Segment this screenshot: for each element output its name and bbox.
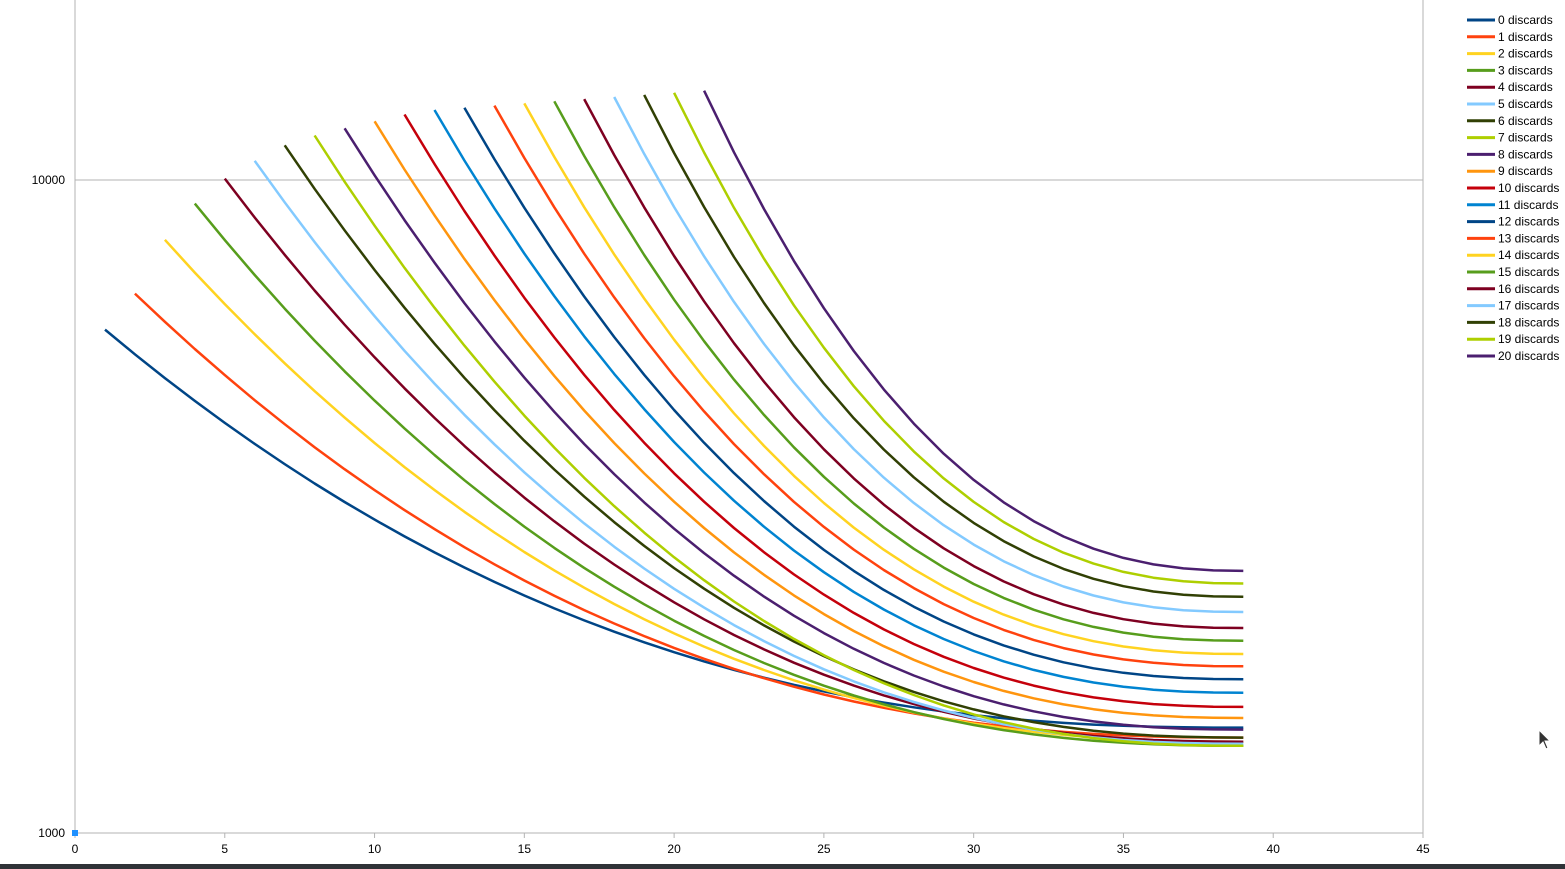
legend-entry: 15 discards [1467, 265, 1559, 279]
bottom-bar [0, 864, 1565, 869]
legend-entry: 10 discards [1467, 181, 1559, 195]
legend-entry: 14 discards [1467, 248, 1559, 262]
legend-label: 11 discards [1498, 198, 1558, 212]
legend-label: 2 discards [1498, 47, 1553, 61]
y-tick-label: 10000 [32, 173, 66, 187]
y-tick-label: 1000 [38, 826, 65, 840]
series-line [193, 202, 1244, 748]
x-tick-label: 25 [817, 842, 831, 856]
legend-entry: 3 discards [1467, 63, 1553, 77]
x-tick-label: 30 [967, 842, 981, 856]
series-line [553, 100, 1244, 642]
legend-entry: 13 discards [1467, 231, 1559, 245]
series-line [463, 107, 1244, 681]
legend-entry: 16 discards [1467, 282, 1559, 296]
mouse-cursor-icon [1538, 729, 1552, 750]
legend-label: 5 discards [1498, 97, 1553, 111]
legend-entry: 9 discards [1467, 164, 1553, 178]
legend-entry: 18 discards [1467, 315, 1559, 329]
x-tick-label: 5 [221, 842, 228, 856]
x-tick-label: 10 [368, 842, 382, 856]
x-tick-label: 45 [1416, 842, 1430, 856]
legend-label: 7 discards [1498, 131, 1553, 145]
legend-entry: 0 discards [1467, 13, 1553, 27]
legend-entry: 6 discards [1467, 114, 1553, 128]
x-tick-label: 20 [667, 842, 681, 856]
legend-entry: 12 discards [1467, 215, 1559, 229]
legend-label: 20 discards [1498, 349, 1559, 363]
legend-entry: 4 discards [1467, 80, 1553, 94]
legend-label: 18 discards [1498, 315, 1559, 329]
legend-entry: 8 discards [1467, 147, 1553, 161]
series-line [583, 98, 1244, 630]
legend-entry: 2 discards [1467, 47, 1553, 61]
series-line [643, 94, 1244, 599]
series-line [702, 90, 1244, 573]
legend-entry: 11 discards [1467, 198, 1558, 212]
selection-handle [72, 830, 78, 836]
series-line [672, 92, 1244, 585]
legend-label: 12 discards [1498, 215, 1559, 229]
legend-label: 15 discards [1498, 265, 1559, 279]
legend-label: 1 discards [1498, 30, 1553, 44]
series-line [373, 120, 1244, 720]
legend-entry: 7 discards [1467, 131, 1553, 145]
series-line [104, 328, 1244, 729]
legend-label: 14 discards [1498, 248, 1559, 262]
legend-label: 0 discards [1498, 13, 1553, 27]
legend-label: 13 discards [1498, 231, 1559, 245]
legend-entry: 5 discards [1467, 97, 1553, 111]
legend-label: 19 discards [1498, 332, 1559, 346]
series-line [433, 109, 1244, 694]
legend-label: 3 discards [1498, 63, 1553, 77]
series-line [523, 102, 1244, 656]
axes: 0 5 10 15 20 25 30 35 40 45 1000 10000 [32, 0, 1430, 856]
series-lines [104, 90, 1244, 748]
x-tick-label: 40 [1267, 842, 1281, 856]
x-tick-label: 0 [72, 842, 79, 856]
legend-label: 17 discards [1498, 299, 1559, 313]
legend-label: 9 discards [1498, 164, 1553, 178]
legend-label: 4 discards [1498, 80, 1553, 94]
legend-label: 16 discards [1498, 282, 1559, 296]
legend: 0 discards 1 discards 2 discards 3 discards… [1467, 13, 1559, 363]
series-line [403, 113, 1244, 709]
x-tick-label: 15 [518, 842, 532, 856]
legend-label: 10 discards [1498, 181, 1559, 195]
x-tick-label: 35 [1117, 842, 1131, 856]
legend-label: 6 discards [1498, 114, 1553, 128]
series-line [493, 104, 1244, 668]
legend-entry: 17 discards [1467, 299, 1559, 313]
series-line [313, 134, 1244, 748]
legend-entry: 20 discards [1467, 349, 1559, 363]
legend-entry: 19 discards [1467, 332, 1559, 346]
series-line [613, 96, 1244, 614]
legend-entry: 1 discards [1467, 30, 1553, 44]
series-line [283, 144, 1244, 739]
series-line [343, 127, 1244, 731]
legend-label: 8 discards [1498, 147, 1553, 161]
